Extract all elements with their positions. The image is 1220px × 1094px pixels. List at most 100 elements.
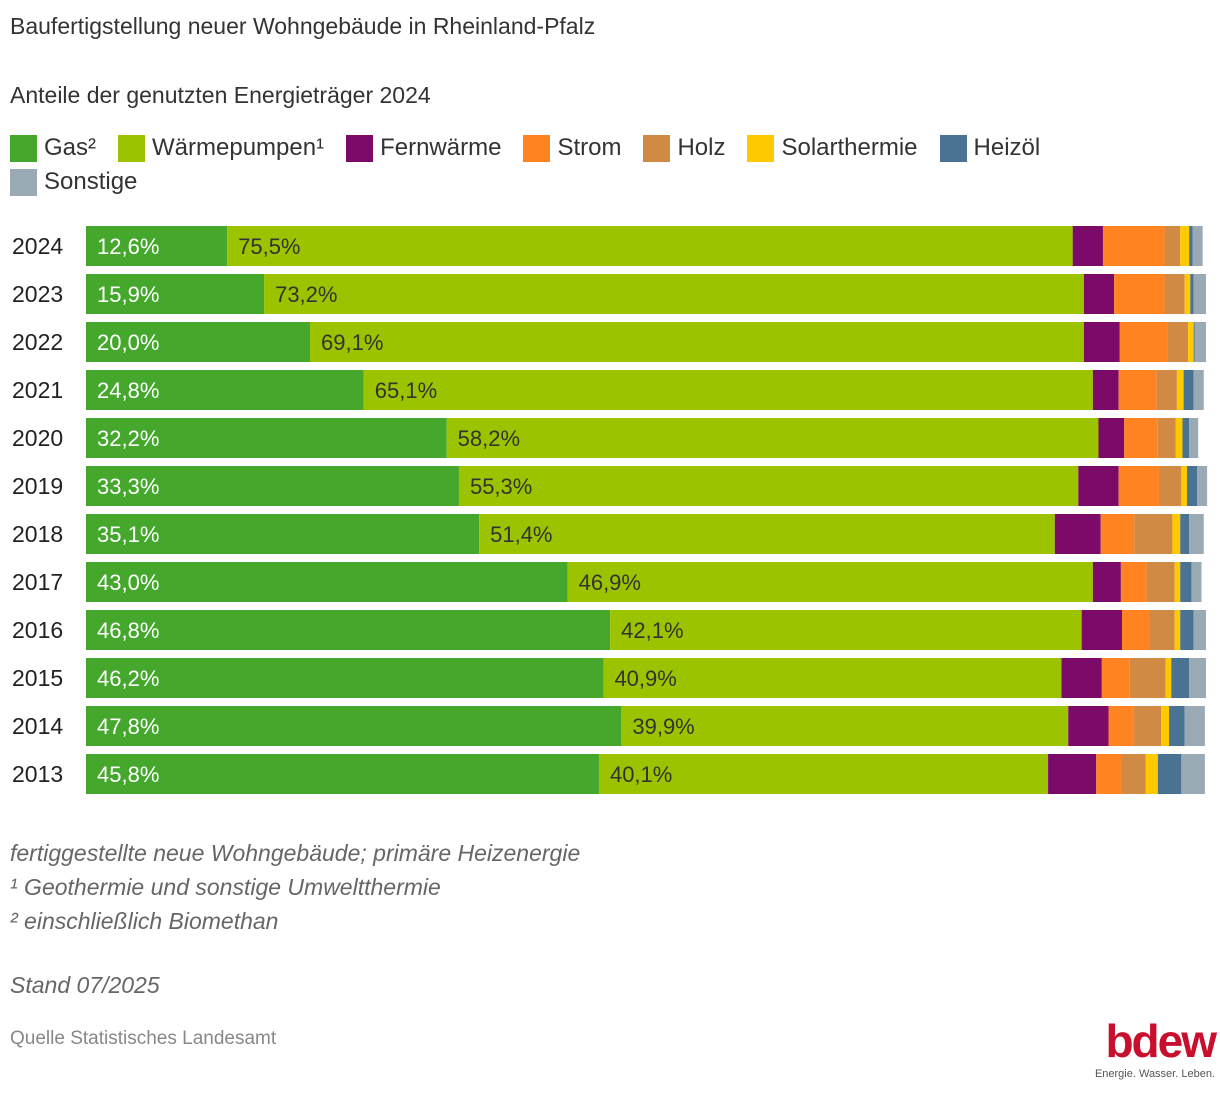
legend-swatch [10,168,37,196]
legend-label: Holz [677,134,726,161]
bar-segment [1129,658,1166,698]
data-label: 12,6% [97,234,159,259]
year-label: 2020 [12,425,63,451]
legend-item: Wärmepumpen¹ [118,134,324,162]
bar-segment [1164,226,1181,266]
stacked-bar-chart: 2024 12,6% 75,5% 2023 15,9% 73,2% 2022 20,0% 69,… [12,226,1208,794]
bar-segment [1175,418,1183,458]
data-label: 47,8% [97,714,159,739]
data-label: 42,1% [621,618,683,643]
legend-label: Wärmepumpen¹ [152,134,325,161]
bar-segment [1184,706,1205,746]
data-label: 40,9% [614,666,676,691]
bar-segment [86,370,364,410]
bar-segment [1146,562,1175,602]
bar-segment [86,274,265,314]
year-label: 2022 [12,329,63,355]
bar-segment [1157,418,1176,458]
bar-segment [1174,610,1181,650]
legend-label: Fernwärme [380,134,502,161]
data-label: 51,4% [490,522,552,547]
bar-segment [227,226,1073,266]
bar-segment [1101,658,1130,698]
bar-segment [1118,370,1157,410]
bar-segment [1108,706,1134,746]
bar-segment [1083,274,1115,314]
data-label: 75,5% [238,234,300,259]
legend-item: Strom [523,134,621,162]
bar-segment [1164,274,1185,314]
bar-segment [446,418,1099,458]
data-label: 43,0% [97,570,159,595]
bar-segment [1061,658,1102,698]
bar-segment [1193,610,1206,650]
bar-segment [363,370,1093,410]
bar-segment [86,562,568,602]
bar-segment [1048,754,1097,794]
bar-segment [1157,754,1182,794]
bar-segment [1133,706,1162,746]
year-label: 2024 [12,233,63,259]
bar-segment [1134,514,1173,554]
footnote-1: ¹ Geothermie und sonstige Umweltthermie [10,874,441,900]
bar-segment [1181,466,1187,506]
stand-date: Stand 07/2025 [10,972,160,998]
chart-subtitle: Anteile der genutzten Energieträger 2024 [10,82,431,108]
chart-title: Baufertigstellung neuer Wohngebäude in R… [10,13,596,39]
year-label: 2017 [12,569,63,595]
data-label: 65,1% [375,378,437,403]
data-label: 20,0% [97,330,159,355]
year-label: 2018 [12,521,63,547]
bar-segment [1083,322,1120,362]
bar-segment [1100,514,1135,554]
bdew-logo: bdew Energie. Wasser. Leben. [1090,1018,1217,1088]
bar-segment [86,754,599,794]
bar-segment [1165,658,1172,698]
bar-segment [1181,754,1205,794]
bar-segment [1096,754,1122,794]
bar-segment [458,466,1079,506]
bar-segment [86,466,459,506]
bar-segment [1119,322,1168,362]
legend: Gas² Wärmepumpen¹ Fernwärme Strom Holz Solart… [10,134,1160,196]
legend-item: Sonstige [10,168,137,196]
bar-segment [1072,226,1103,266]
bar-segment [1081,610,1122,650]
data-label: 69,1% [321,330,383,355]
bar-segment [1189,418,1199,458]
bar-segment [1169,706,1185,746]
bar-segment [1193,370,1204,410]
legend-swatch [10,134,37,162]
legend-item: Gas² [10,134,96,162]
bar-segment [310,322,1084,362]
bar-segment [1172,514,1181,554]
bar-segment [1197,466,1208,506]
legend-label: Gas² [44,134,97,161]
bar-segment [1167,322,1189,362]
footnote-2: ² einschließlich Biomethan [10,908,279,934]
legend-label: Heizöl [973,134,1041,161]
data-label: 24,8% [97,378,159,403]
legend-swatch [939,134,967,162]
bar-segment [1182,418,1190,458]
bar-segment [610,610,1082,650]
legend-label: Sonstige [44,168,138,195]
data-label: 73,2% [275,282,337,307]
bar-segment [86,418,447,458]
logo-claim: Energie. Wasser. Leben. [1094,1068,1215,1080]
bar-segment [1156,370,1177,410]
bar-segment [1092,370,1119,410]
year-label: 2015 [12,665,63,691]
data-label: 32,2% [97,426,159,451]
bar-segment [264,274,1084,314]
bar-segment [1190,274,1194,314]
bar-segment [86,706,622,746]
bar-segment [1171,658,1190,698]
data-label: 55,3% [470,474,532,499]
bar-segment [1184,274,1191,314]
bar-segment [1180,226,1190,266]
legend-swatch [747,134,775,162]
bar-segment [1189,658,1206,698]
bar-segment [1161,706,1170,746]
data-label: 35,1% [97,522,159,547]
